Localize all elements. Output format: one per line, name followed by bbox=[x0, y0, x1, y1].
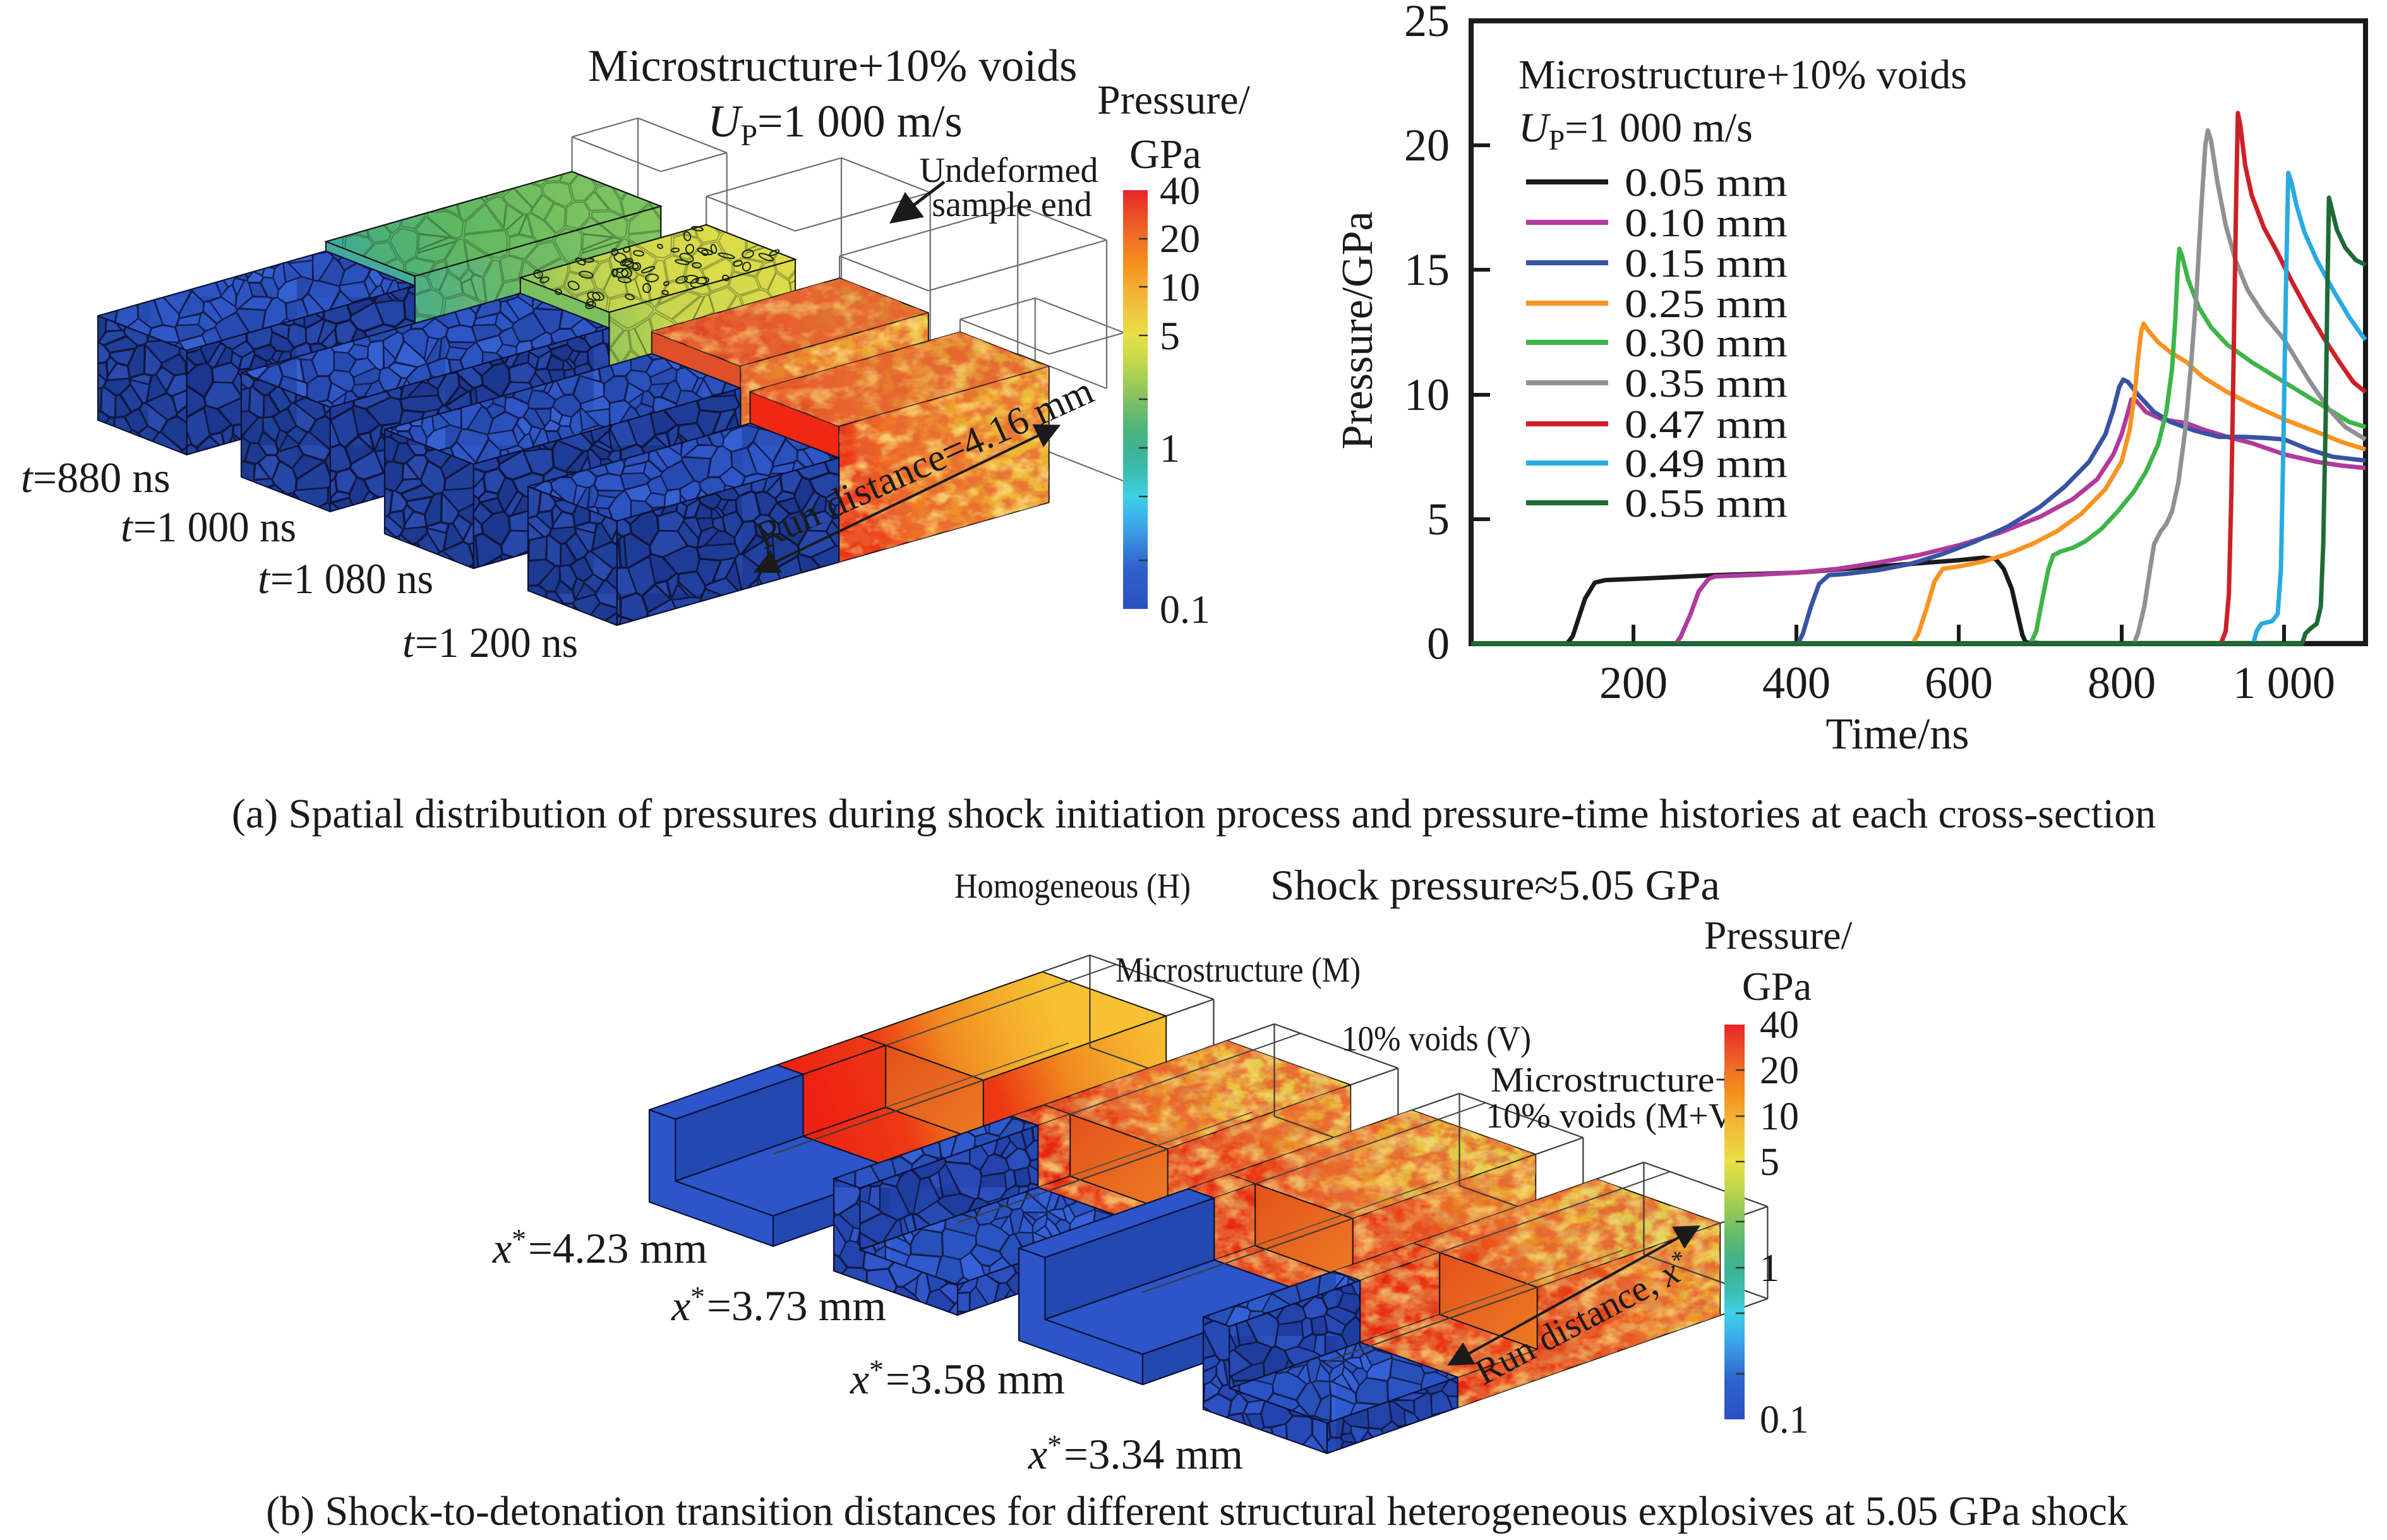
svg-text:0.05 mm: 0.05 mm bbox=[1625, 160, 1788, 205]
svg-text:Microstructure+10% voids: Microstructure+10% voids bbox=[1518, 52, 1967, 98]
svg-text:0.25 mm: 0.25 mm bbox=[1625, 281, 1788, 326]
svg-text:0.47 mm: 0.47 mm bbox=[1625, 402, 1788, 447]
svg-text:1: 1 bbox=[1760, 1247, 1779, 1290]
svg-text:=3.73 mm: =3.73 mm bbox=[707, 1282, 886, 1330]
svg-text:x: x bbox=[1028, 1430, 1047, 1478]
svg-text:=1 200 ns: =1 200 ns bbox=[415, 618, 578, 666]
svg-text:*: * bbox=[1047, 1429, 1062, 1461]
svg-text:15: 15 bbox=[1404, 244, 1450, 295]
svg-text:800: 800 bbox=[2088, 658, 2156, 708]
svg-text:400: 400 bbox=[1762, 658, 1831, 708]
svg-text:sample end: sample end bbox=[932, 185, 1091, 224]
svg-text:40: 40 bbox=[1760, 1004, 1799, 1047]
svg-text:Pressure/: Pressure/ bbox=[1097, 77, 1251, 123]
svg-text:200: 200 bbox=[1599, 658, 1668, 708]
svg-text:0: 0 bbox=[1427, 618, 1450, 669]
svg-text:x: x bbox=[671, 1282, 690, 1330]
svg-text:t=880 ns: t=880 ns bbox=[21, 454, 171, 502]
svg-text:0.30 mm: 0.30 mm bbox=[1625, 320, 1788, 365]
svg-text:t: t bbox=[258, 555, 271, 603]
svg-text:t: t bbox=[121, 503, 134, 551]
svg-text:Homogeneous (H): Homogeneous (H) bbox=[954, 867, 1191, 906]
svg-text:10: 10 bbox=[1404, 370, 1450, 420]
svg-text:Pressure/: Pressure/ bbox=[1704, 913, 1853, 958]
svg-text:5: 5 bbox=[1160, 313, 1180, 358]
svg-text:5: 5 bbox=[1427, 494, 1450, 544]
svg-text:10% voids (V): 10% voids (V) bbox=[1342, 1020, 1531, 1059]
svg-text:=4.23 mm: =4.23 mm bbox=[528, 1224, 707, 1272]
svg-text:UP=1 000 m/s: UP=1 000 m/s bbox=[707, 96, 962, 152]
svg-text:20: 20 bbox=[1760, 1049, 1799, 1092]
svg-text:Time/ns: Time/ns bbox=[1826, 710, 1969, 759]
svg-text:10: 10 bbox=[1760, 1095, 1799, 1138]
svg-text:=3.58 mm: =3.58 mm bbox=[886, 1355, 1065, 1403]
svg-text:GPa: GPa bbox=[1742, 964, 1812, 1009]
svg-text:(a) Spatial distribution of pr: (a) Spatial distribution of pressures du… bbox=[232, 791, 2156, 837]
svg-text:0.49 mm: 0.49 mm bbox=[1625, 441, 1788, 486]
svg-text:0.1: 0.1 bbox=[1760, 1399, 1809, 1441]
svg-text:*: * bbox=[690, 1280, 705, 1313]
svg-text:t: t bbox=[402, 618, 416, 666]
svg-text:0.55 mm: 0.55 mm bbox=[1625, 481, 1788, 526]
svg-text:=1 000 ns: =1 000 ns bbox=[133, 503, 296, 551]
svg-text:Microstructure (M): Microstructure (M) bbox=[1115, 951, 1361, 990]
svg-text:=3.34 mm: =3.34 mm bbox=[1064, 1430, 1243, 1478]
svg-text:Pressure/GPa: Pressure/GPa bbox=[1333, 211, 1382, 449]
svg-text:UP=1 000 m/s: UP=1 000 m/s bbox=[1518, 105, 1753, 156]
svg-text:0.35 mm: 0.35 mm bbox=[1625, 361, 1788, 406]
svg-text:=1 080 ns: =1 080 ns bbox=[270, 555, 433, 603]
svg-text:Shock pressure≈5.05 GPa: Shock pressure≈5.05 GPa bbox=[1270, 861, 1720, 909]
svg-text:40: 40 bbox=[1160, 168, 1200, 213]
svg-text:10% voids (M+V): 10% voids (M+V) bbox=[1486, 1097, 1746, 1136]
svg-text:0.10 mm: 0.10 mm bbox=[1625, 200, 1788, 245]
svg-text:GPa: GPa bbox=[1129, 131, 1201, 177]
svg-text:x: x bbox=[850, 1355, 869, 1403]
svg-text:1 000: 1 000 bbox=[2233, 658, 2335, 708]
svg-text:1: 1 bbox=[1160, 426, 1180, 471]
svg-text:*: * bbox=[512, 1223, 526, 1255]
svg-text:0.15 mm: 0.15 mm bbox=[1625, 241, 1788, 286]
svg-text:25: 25 bbox=[1404, 0, 1450, 46]
svg-text:20: 20 bbox=[1404, 120, 1450, 171]
svg-text:Microstructure+: Microstructure+ bbox=[1491, 1061, 1736, 1100]
svg-text:5: 5 bbox=[1760, 1141, 1779, 1184]
svg-text:x: x bbox=[492, 1224, 512, 1272]
svg-text:10: 10 bbox=[1160, 265, 1200, 310]
svg-text:600: 600 bbox=[1925, 658, 1993, 708]
svg-text:Undeformed: Undeformed bbox=[919, 151, 1098, 190]
svg-text:0.1: 0.1 bbox=[1160, 587, 1210, 632]
svg-text:20: 20 bbox=[1160, 216, 1200, 261]
svg-text:*: * bbox=[869, 1354, 884, 1386]
svg-text:Microstructure+10% voids: Microstructure+10% voids bbox=[588, 40, 1077, 91]
svg-text:(b) Shock-to-detonation transi: (b) Shock-to-detonation transition dista… bbox=[266, 1488, 2128, 1534]
